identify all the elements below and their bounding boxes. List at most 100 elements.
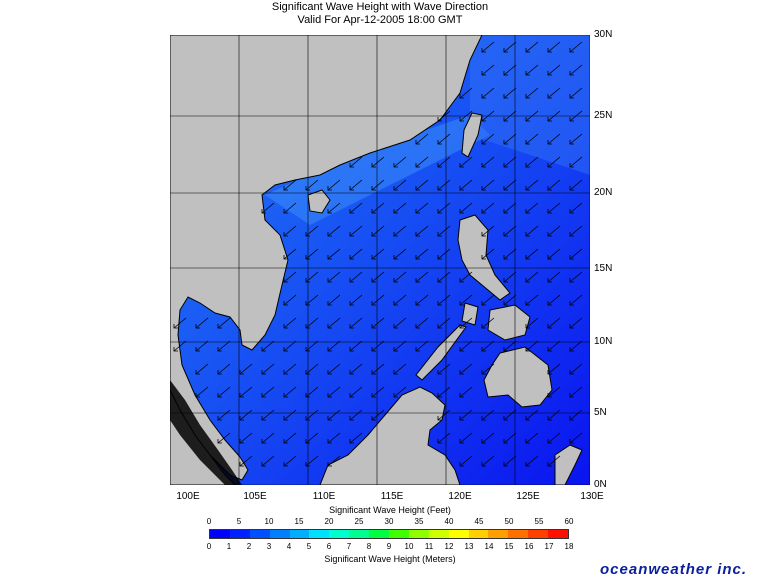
wave-arrow [525, 317, 539, 329]
meter-tick-label: 4 [286, 542, 292, 551]
wave-arrow [283, 248, 297, 260]
wave-arrow [569, 317, 583, 329]
wave-arrow [569, 225, 583, 237]
meter-tick-label: 10 [404, 542, 414, 551]
wave-arrow [283, 386, 297, 398]
wave-arrow [459, 340, 473, 352]
wave-arrow [525, 248, 539, 260]
wave-arrow [305, 386, 319, 398]
wave-arrow [481, 455, 495, 467]
wave-arrow [525, 294, 539, 306]
wave-arrow [239, 455, 253, 467]
wave-arrow [525, 409, 539, 421]
wave-arrow [239, 409, 253, 421]
wave-arrow [569, 133, 583, 145]
wave-arrow [481, 294, 495, 306]
wave-arrow [305, 363, 319, 375]
wave-arrow [349, 225, 363, 237]
wave-arrow [525, 340, 539, 352]
wave-arrow [305, 340, 319, 352]
meter-tick-label: 3 [266, 542, 272, 551]
color-swatch [269, 530, 290, 538]
wave-arrow [371, 317, 385, 329]
meter-tick-label: 18 [564, 542, 574, 551]
wave-arrow [283, 294, 297, 306]
wave-arrow [437, 271, 451, 283]
wave-arrow [217, 409, 231, 421]
wave-arrow [217, 386, 231, 398]
wave-arrow [569, 409, 583, 421]
wave-arrow [459, 202, 473, 214]
feet-tick-label: 15 [294, 517, 304, 526]
wave-arrow [371, 340, 385, 352]
wave-arrow [481, 317, 495, 329]
wave-arrow [459, 409, 473, 421]
wave-arrow [437, 133, 451, 145]
coast-shade [170, 380, 242, 485]
wave-arrow [503, 271, 517, 283]
wave-arrow [525, 202, 539, 214]
feet-tick-label: 45 [474, 517, 484, 526]
wave-arrow [283, 225, 297, 237]
meter-tick-label: 0 [206, 542, 212, 551]
wave-arrow [371, 271, 385, 283]
wave-arrow [261, 363, 275, 375]
lon-label: 115E [380, 491, 404, 502]
wave-direction-arrows [173, 41, 583, 467]
wave-arrow [371, 225, 385, 237]
wave-arrow [569, 248, 583, 260]
wave-arrow [459, 271, 473, 283]
meter-tick-label: 8 [366, 542, 372, 551]
wave-arrow [261, 202, 275, 214]
wave-arrow [415, 179, 429, 191]
wave-arrow [283, 202, 297, 214]
wave-arrow [569, 156, 583, 168]
wave-arrow [525, 455, 539, 467]
wave-arrow [305, 432, 319, 444]
color-swatch [249, 530, 270, 538]
wave-arrow [569, 432, 583, 444]
wave-arrow [481, 87, 495, 99]
wave-arrow [283, 271, 297, 283]
wave-arrow [371, 156, 385, 168]
wave-arrow [481, 340, 495, 352]
wave-arrow [503, 41, 517, 53]
lat-label: 0N [594, 479, 607, 490]
wave-arrow [239, 386, 253, 398]
palawan-island [415, 324, 467, 381]
wave-arrow [283, 455, 297, 467]
wave-arrow [217, 340, 231, 352]
wave-arrow [525, 64, 539, 76]
wave-arrow [437, 225, 451, 237]
wave-arrow [371, 386, 385, 398]
wave-arrow [261, 455, 275, 467]
color-swatch [309, 530, 330, 538]
wave-arrow [371, 202, 385, 214]
wave-arrow [393, 271, 407, 283]
wave-arrow [327, 202, 341, 214]
wave-arrow [547, 110, 561, 122]
wave-arrow [305, 179, 319, 191]
wave-arrow [547, 179, 561, 191]
wave-arrow [437, 202, 451, 214]
meter-tick-label: 2 [246, 542, 252, 551]
wave-arrow [481, 202, 495, 214]
wave-arrow [459, 317, 473, 329]
wave-arrow [547, 156, 561, 168]
feet-tick-label: 55 [534, 517, 544, 526]
land-masses [169, 34, 583, 486]
wave-arrow [459, 294, 473, 306]
wave-arrow [283, 363, 297, 375]
wave-arrow [459, 455, 473, 467]
color-swatch [468, 530, 489, 538]
wave-arrow [239, 363, 253, 375]
wave-arrow [415, 317, 429, 329]
wave-arrow [569, 363, 583, 375]
wave-arrow [437, 363, 451, 375]
map-title: Significant Wave Height with Wave Direct… [271, 1, 489, 13]
wave-arrow [305, 455, 319, 467]
wave-arrow [503, 133, 517, 145]
wave-arrow [437, 179, 451, 191]
lat-label: 5N [594, 407, 607, 418]
wave-arrow [481, 248, 495, 260]
